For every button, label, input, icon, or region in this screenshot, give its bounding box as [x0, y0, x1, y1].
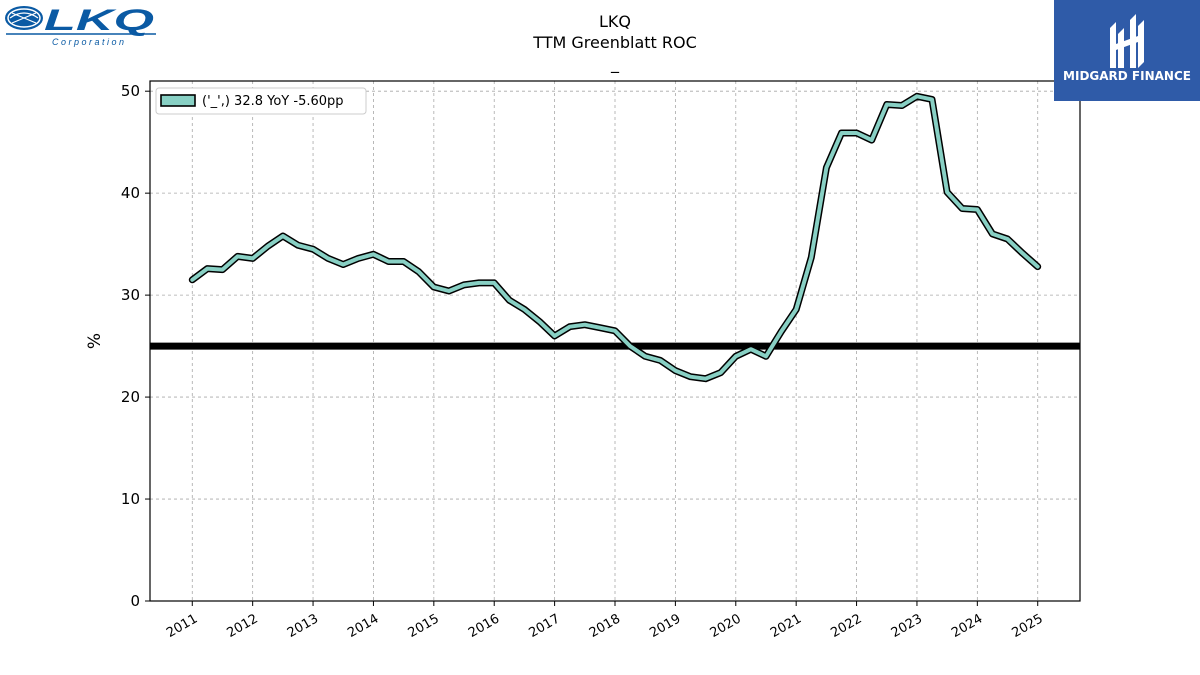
x-tick-label: 2013: [285, 611, 321, 641]
x-tick-label: 2022: [828, 611, 864, 641]
chart-subtitle-2: _: [611, 54, 619, 73]
legend-box: [155, 87, 367, 115]
chart-title: LKQ: [599, 12, 631, 31]
y-tick-label: 30: [121, 286, 140, 304]
x-tick-label: 2016: [466, 611, 502, 641]
x-tick-label: 2024: [949, 611, 985, 641]
series-layer: [188, 92, 1042, 383]
x-tick-label: 2021: [768, 611, 804, 641]
y-axis: 0 10 20 30 40 50: [121, 82, 150, 610]
lkq-logo-text: LKQ: [44, 4, 154, 37]
x-tick-label: 2012: [225, 611, 261, 641]
x-tick-label: 2017: [526, 611, 562, 641]
midgard-logo-mark: [1110, 14, 1144, 68]
lkq-logo: LKQ Corporation: [4, 4, 158, 48]
midgard-finance-logo: MIDGARD FINANCE: [1054, 0, 1200, 101]
y-tick-label: 0: [130, 592, 140, 610]
y-axis-label: %: [85, 333, 105, 349]
chart-titles: LKQ TTM Greenblatt ROC _: [415, 11, 815, 74]
lkq-logo-subtext: Corporation: [52, 37, 127, 47]
x-tick-label: 2014: [345, 611, 381, 641]
x-tick-label: 2011: [164, 611, 200, 641]
x-tick-label: 2015: [406, 611, 442, 641]
chart-subtitle: TTM Greenblatt ROC: [533, 33, 697, 52]
x-tick-label: 2025: [1010, 611, 1046, 641]
midgard-emblem-icon: [1110, 14, 1144, 68]
midgard-logo-text: MIDGARD FINANCE: [1063, 69, 1191, 83]
x-tick-label: 2023: [889, 611, 925, 641]
legend-swatch: [160, 94, 196, 107]
legend-label: ('_',) 32.8 YoY -5.60pp: [202, 94, 344, 109]
y-tick-label: 40: [121, 184, 140, 202]
lkq-logo-mark: LKQ Corporation: [5, 4, 156, 47]
series-line: [190, 94, 1040, 381]
y-tick-label: 10: [121, 490, 140, 508]
y-tick-label: 20: [121, 388, 140, 406]
x-tick-label: 2019: [647, 611, 683, 641]
x-axis: 2011 2012 2013 2014 2015 2016 2017 2018 2019 2020…: [164, 601, 1046, 641]
globe-icon: [5, 6, 43, 30]
x-tick-label: 2018: [587, 611, 623, 641]
grid: [150, 81, 1080, 602]
legend: ('_',) 32.8 YoY -5.60pp: [155, 87, 367, 115]
y-tick-label: 50: [121, 82, 140, 100]
x-tick-label: 2020: [708, 611, 744, 641]
